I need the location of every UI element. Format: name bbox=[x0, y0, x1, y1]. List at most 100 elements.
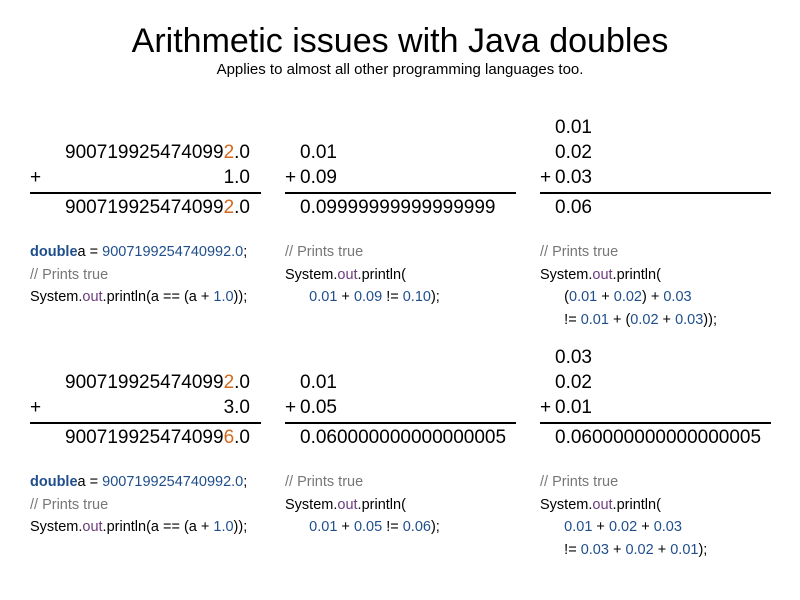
code-token: a = bbox=[77, 474, 103, 490]
highlighted-digit: 2 bbox=[223, 197, 235, 218]
code-token: System. bbox=[540, 266, 593, 283]
code-token: // Prints true bbox=[30, 496, 109, 513]
code-token: .println( bbox=[612, 266, 661, 283]
number-digits: 900719925474099 bbox=[65, 142, 224, 163]
code-token: ( bbox=[540, 289, 569, 305]
number-digits: 900719925474099 bbox=[65, 427, 224, 448]
result: 9007199254740992.0 bbox=[65, 195, 250, 220]
operand: 3.0 bbox=[224, 395, 250, 420]
diagram-title: Arithmetic issues with Java doubles bbox=[131, 22, 669, 60]
code-snippet: // Prints true System.out.println( 0.01 +… bbox=[285, 471, 440, 539]
code-token: 0.02 bbox=[630, 311, 659, 328]
code-token: out bbox=[592, 496, 613, 513]
operand: 0.01 bbox=[555, 115, 592, 140]
code-token: ) + bbox=[642, 289, 664, 305]
code-token: + bbox=[637, 519, 654, 535]
result: 0.060000000000000005 bbox=[300, 425, 506, 450]
operand: 0.03 bbox=[555, 345, 592, 370]
number-digits: 0.01 bbox=[300, 372, 337, 393]
code-token: + bbox=[592, 519, 609, 535]
number-digits: 900719925474099 bbox=[65, 372, 224, 393]
code-token: .println( bbox=[357, 266, 406, 283]
code-token: // Prints true bbox=[540, 474, 619, 490]
number-digits: 0.09999999999999999 bbox=[300, 197, 496, 218]
code-token: a = bbox=[77, 244, 103, 260]
highlighted-digit: 2 bbox=[223, 372, 235, 393]
number-digits: 0.06 bbox=[555, 197, 592, 218]
code-token: + bbox=[337, 519, 354, 535]
code-snippet: doublea = 9007199254740992.0; // Prints t… bbox=[30, 471, 247, 539]
operand: 9007199254740992.0 bbox=[65, 370, 250, 395]
code-token: + bbox=[658, 311, 676, 328]
code-token: )); bbox=[233, 519, 248, 535]
operand: 0.03 bbox=[555, 165, 592, 190]
operand: 9007199254740992.0 bbox=[65, 140, 250, 165]
number-suffix: .0 bbox=[234, 197, 250, 218]
code-token bbox=[285, 289, 309, 305]
code-token: 0.01 bbox=[580, 311, 609, 328]
operand: 0.09 bbox=[300, 165, 337, 190]
code-line: doublea = 9007199254740992.0; bbox=[30, 471, 247, 494]
code-token: 0.01 bbox=[670, 541, 699, 558]
number-digits: 0.01 bbox=[555, 117, 592, 138]
code-line: System.out.println(a == (a + 1.0)); bbox=[30, 286, 247, 309]
code-line: 0.01 + 0.09 != 0.10); bbox=[285, 286, 440, 309]
code-token: + bbox=[653, 541, 671, 558]
number-suffix: .0 bbox=[234, 142, 250, 163]
code-line: System.out.println( bbox=[285, 264, 440, 287]
code-token: )); bbox=[233, 289, 248, 305]
sum-rule bbox=[285, 422, 516, 424]
operand: 0.01 bbox=[300, 370, 337, 395]
code-line: System.out.println( bbox=[540, 264, 717, 287]
code-token: != bbox=[382, 519, 403, 535]
result: 0.09999999999999999 bbox=[300, 195, 495, 220]
code-token: + bbox=[337, 289, 354, 305]
code-token: System. bbox=[30, 519, 83, 535]
number-digits: 0.03 bbox=[555, 347, 592, 368]
diagram-subtitle: Applies to almost all other programming … bbox=[216, 61, 584, 78]
number-digits: 3.0 bbox=[223, 397, 250, 418]
result: 0.06 bbox=[555, 195, 592, 220]
code-token: // Prints true bbox=[540, 244, 619, 260]
code-line: // Prints true bbox=[30, 264, 247, 287]
code-token: out bbox=[82, 289, 103, 305]
code-line: != 0.01 + (0.02 + 0.03)); bbox=[540, 309, 717, 332]
code-token bbox=[540, 519, 564, 535]
code-token: out bbox=[592, 266, 613, 283]
code-token: 0.05 bbox=[353, 519, 383, 535]
operand: 0.02 bbox=[555, 370, 592, 395]
sum-rule bbox=[30, 192, 261, 194]
code-token: 0.01 bbox=[564, 519, 593, 535]
plus-sign: + bbox=[540, 397, 552, 418]
code-line: System.out.println( bbox=[540, 494, 707, 517]
plus-sign: + bbox=[285, 397, 297, 418]
code-token: 0.01 bbox=[569, 289, 598, 305]
code-token: 0.03 bbox=[580, 541, 609, 558]
operand: 0.01 bbox=[300, 140, 337, 165]
code-line: // Prints true bbox=[540, 471, 707, 494]
code-token: ; bbox=[243, 474, 248, 490]
code-token: + bbox=[597, 289, 614, 305]
code-token: // Prints true bbox=[285, 474, 364, 490]
result: 0.060000000000000005 bbox=[555, 425, 761, 450]
code-token: 0.03 bbox=[663, 289, 692, 305]
code-token: 1.0 bbox=[213, 289, 234, 305]
code-token: 0.02 bbox=[608, 519, 638, 535]
code-token: System. bbox=[285, 496, 338, 513]
sum-rule bbox=[540, 422, 771, 424]
code-token bbox=[285, 519, 309, 535]
number-digits: 0.060000000000000005 bbox=[555, 427, 762, 448]
operand: 1.0 bbox=[224, 165, 250, 190]
code-token: ; bbox=[243, 244, 248, 260]
plus-sign: + bbox=[30, 397, 42, 418]
code-token: // Prints true bbox=[285, 244, 364, 260]
number-suffix: .0 bbox=[234, 372, 250, 393]
code-token: System. bbox=[30, 289, 83, 305]
number-digits: 0.03 bbox=[555, 167, 592, 188]
code-line: System.out.println( bbox=[285, 494, 440, 517]
code-snippet: // Prints true System.out.println( (0.01 … bbox=[540, 241, 717, 331]
sum-rule bbox=[30, 422, 261, 424]
plus-sign: + bbox=[540, 167, 552, 188]
code-token: .println(a == (a + bbox=[102, 519, 214, 535]
code-line: // Prints true bbox=[540, 241, 717, 264]
